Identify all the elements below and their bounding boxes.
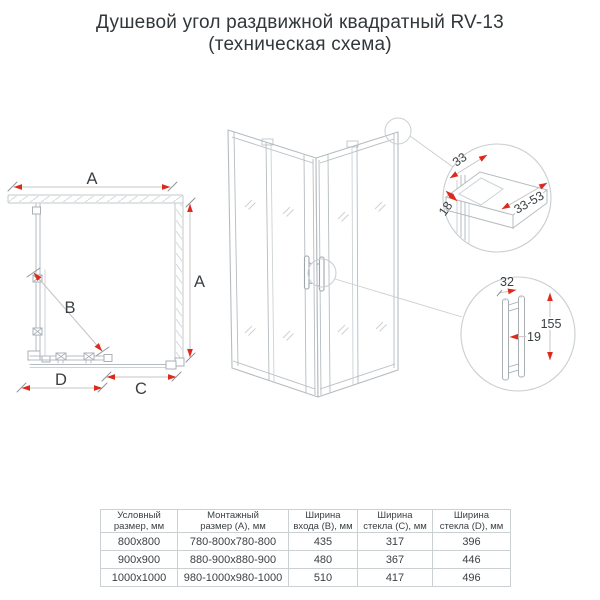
dimension-b-entrance bbox=[26, 267, 110, 357]
plan-view: A A B D C bbox=[7, 170, 205, 398]
profile-callout-source-circle bbox=[384, 117, 412, 145]
col-header-glass-d-width: Ширина стекла (D), мм bbox=[432, 509, 511, 533]
table-row: 900x900 880-900x880-900 480 367 446 bbox=[100, 550, 511, 569]
cell-nominal-size: 900x900 bbox=[100, 550, 178, 569]
title-line-1: Душевой угол раздвижной квадратный RV-13 bbox=[96, 12, 504, 33]
cell-glass-c-width: 417 bbox=[357, 568, 433, 587]
col-header-glass-c-width: Ширина стекла (С), мм bbox=[357, 509, 433, 533]
door-handle-left bbox=[303, 255, 313, 290]
table-row: 800x800 780-800x780-800 435 317 396 bbox=[100, 532, 511, 551]
size-table: Условный размер, мм Монтажный размер (А)… bbox=[100, 509, 511, 587]
cell-entrance-width: 435 bbox=[288, 532, 358, 551]
cell-nominal-size: 800x800 bbox=[100, 532, 178, 551]
cell-glass-d-width: 446 bbox=[432, 550, 511, 569]
dim-155: 155 bbox=[541, 317, 562, 331]
dimension-a-right bbox=[185, 197, 196, 363]
page-title: Душевой угол раздвижной квадратный RV-13… bbox=[0, 12, 600, 56]
dim-19: 19 bbox=[527, 330, 541, 344]
leader-line-profile bbox=[409, 135, 454, 168]
table-header-row: Условный размер, мм Монтажный размер (А)… bbox=[100, 509, 511, 533]
leader-line-handle bbox=[334, 278, 463, 318]
dim-label-b: B bbox=[64, 299, 75, 317]
glass-sparkles bbox=[244, 199, 387, 341]
cell-mounting-size: 780-800x780-800 bbox=[177, 532, 289, 551]
cell-glass-d-width: 396 bbox=[432, 532, 511, 551]
cell-entrance-width: 480 bbox=[288, 550, 358, 569]
dimension-profile-depth bbox=[445, 190, 458, 202]
table-row: 1000x1000 980-1000x980-1000 510 417 496 bbox=[100, 568, 511, 587]
roller-bracket bbox=[55, 352, 67, 364]
dim-33: 33 bbox=[450, 150, 469, 169]
dimension-a-top bbox=[7, 181, 178, 192]
detail-wall-profile: 33 18 33-53 bbox=[436, 143, 552, 253]
dim-label-a-right: A bbox=[194, 273, 205, 291]
col-header-entrance-width: Ширина входа (В), мм bbox=[288, 509, 358, 533]
detail-door-handle: 32 155 19 bbox=[460, 275, 576, 392]
dimension-handle-width bbox=[496, 288, 517, 297]
dimension-profile-width bbox=[449, 154, 488, 179]
plan-bottom-panel bbox=[29, 352, 177, 370]
dimension-c bbox=[101, 371, 182, 382]
cell-glass-c-width: 367 bbox=[357, 550, 433, 569]
wall-right bbox=[174, 202, 185, 367]
dim-32: 32 bbox=[500, 275, 514, 289]
wall-top bbox=[7, 194, 184, 204]
plan-left-panel bbox=[27, 203, 51, 363]
col-header-nominal-size: Условный размер, мм bbox=[100, 509, 178, 533]
title-line-2: (техническая схема) bbox=[208, 34, 392, 55]
callout-markers bbox=[307, 117, 463, 318]
dim-label-c: C bbox=[135, 380, 147, 398]
top-roller bbox=[346, 140, 359, 148]
cell-entrance-width: 510 bbox=[288, 568, 358, 587]
dim-label-d: D bbox=[55, 371, 67, 389]
roller-bracket bbox=[32, 327, 43, 336]
cell-mounting-size: 980-1000x980-1000 bbox=[177, 568, 289, 587]
perspective-view bbox=[227, 129, 399, 398]
dim-18: 18 bbox=[436, 199, 455, 218]
cell-mounting-size: 880-900x880-900 bbox=[177, 550, 289, 569]
dimension-handle-gap bbox=[509, 333, 527, 340]
dim-label-a-top: A bbox=[86, 170, 97, 188]
cell-glass-d-width: 496 bbox=[432, 568, 511, 587]
cell-nominal-size: 1000x1000 bbox=[100, 568, 178, 587]
handle-callout-source-circle bbox=[307, 258, 337, 288]
dimension-d bbox=[16, 382, 108, 393]
col-header-mounting-size: Монтажный размер (А), мм bbox=[177, 509, 289, 533]
top-roller bbox=[261, 138, 274, 146]
dimension-adjust-range bbox=[501, 182, 548, 210]
cell-glass-c-width: 317 bbox=[357, 532, 433, 551]
roller-bracket bbox=[83, 352, 95, 364]
